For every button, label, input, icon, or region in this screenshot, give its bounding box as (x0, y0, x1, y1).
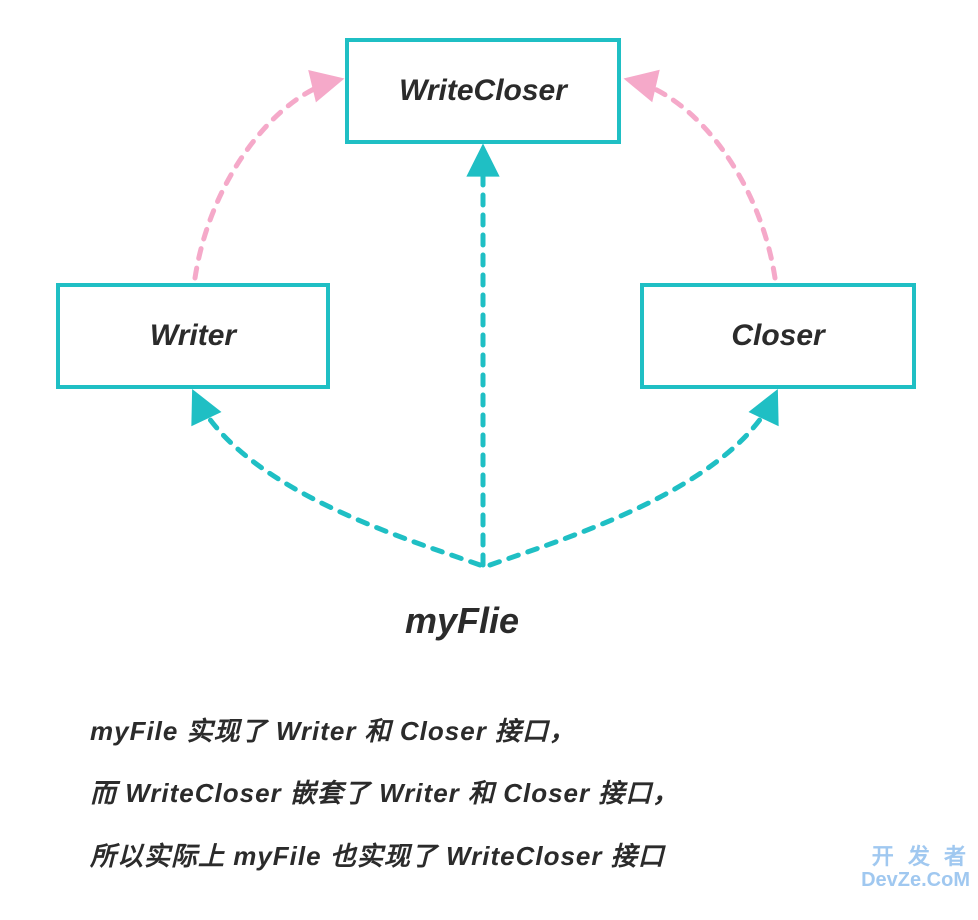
source-label: myFlie (405, 600, 519, 642)
node-closer-label: Closer (731, 319, 824, 353)
explanation-line: myFile 实现了 Writer 和 Closer 接口， (90, 700, 679, 762)
explanation-line: 所以实际上 myFile 也实现了 WriteCloser 接口 (90, 825, 679, 887)
diagram-canvas: WriteCloser Writer Closer myFlie myFile … (0, 0, 978, 920)
myfile-to-closer (490, 395, 775, 565)
watermark-line2: DevZe.CoM (861, 869, 970, 892)
node-writer: Writer (56, 283, 330, 389)
myfile-to-writer (195, 395, 480, 565)
writer-to-writecloser (195, 80, 338, 278)
node-writer-label: Writer (150, 319, 236, 353)
node-closer: Closer (640, 283, 916, 389)
explanation-text: myFile 实现了 Writer 和 Closer 接口，而 WriteClo… (90, 700, 679, 887)
watermark-line1: 开 发 者 (861, 844, 970, 869)
node-writecloser: WriteCloser (345, 38, 621, 144)
node-writecloser-label: WriteCloser (399, 74, 567, 108)
explanation-line: 而 WriteCloser 嵌套了 Writer 和 Closer 接口， (90, 762, 679, 824)
watermark: 开 发 者 DevZe.CoM (861, 844, 970, 892)
closer-to-writecloser (630, 80, 775, 278)
